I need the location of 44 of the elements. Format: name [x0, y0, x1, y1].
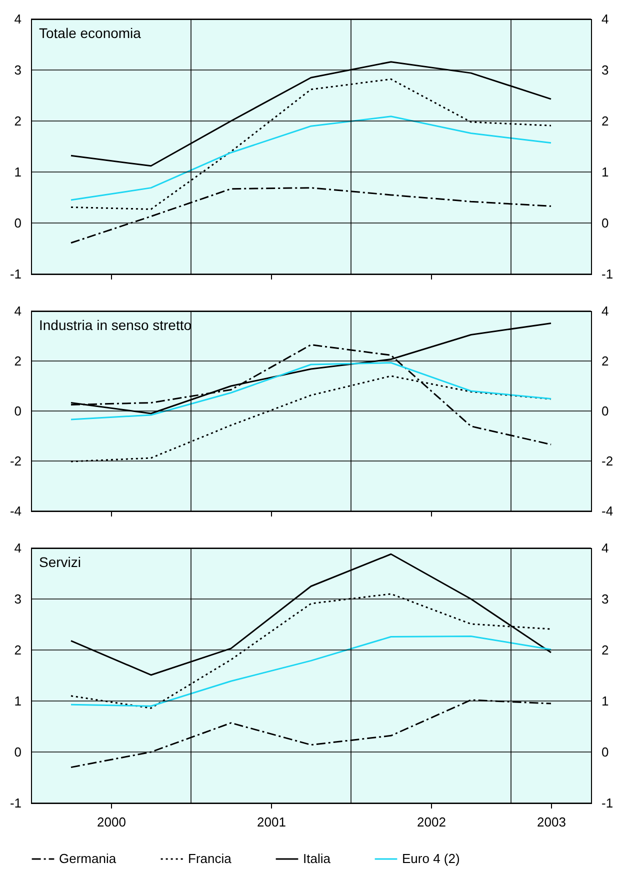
y2-tick-label: 4 — [602, 304, 609, 318]
y-tick-label: -1 — [10, 266, 22, 282]
y-tick-label: 2 — [14, 354, 22, 368]
y-tick-label: 3 — [14, 62, 22, 78]
y-tick-label: 4 — [14, 540, 22, 556]
y2-tick-label: -2 — [602, 454, 614, 468]
chart-title: Servizi — [39, 554, 82, 570]
y2-tick-label: 2 — [602, 354, 609, 368]
y2-tick-label: 0 — [602, 744, 609, 760]
y2-tick-label: 2 — [602, 114, 609, 128]
y2-tick-label: 2 — [602, 642, 609, 658]
y2-tick-label: 1 — [602, 694, 609, 708]
legend-label: Germania — [59, 851, 117, 866]
y-tick-label: 1 — [14, 694, 22, 708]
y-tick-label: 0 — [14, 404, 22, 418]
x-tick-label: 2003 — [537, 814, 566, 830]
y-tick-label: 0 — [14, 744, 22, 760]
y2-tick-label: 0 — [602, 216, 609, 230]
y-tick-label: 2 — [14, 114, 22, 128]
y-tick-label: -1 — [10, 796, 22, 810]
y2-tick-label: 3 — [602, 592, 609, 606]
y-tick-label: 3 — [14, 592, 22, 606]
y2-tick-label: 3 — [602, 62, 609, 78]
chart-title: Totale economia — [39, 25, 142, 41]
x-tick-label: 2002 — [417, 814, 446, 830]
y-tick-label: -4 — [10, 504, 22, 518]
x-tick-label: 2000 — [97, 814, 126, 830]
y-tick-label: 1 — [14, 164, 22, 180]
legend-label: Francia — [188, 851, 232, 866]
y2-tick-label: -4 — [602, 504, 614, 518]
y2-tick-label: -1 — [602, 796, 614, 810]
y-tick-label: 4 — [14, 12, 22, 26]
y-tick-label: 2 — [14, 642, 22, 658]
y2-tick-label: 4 — [602, 12, 609, 26]
legend-label: Euro 4 (2) — [402, 851, 460, 866]
legend-label: Italia — [303, 851, 332, 866]
x-tick-label: 2001 — [257, 814, 286, 830]
y2-tick-label: 1 — [602, 164, 609, 180]
y2-tick-label: 0 — [602, 404, 609, 418]
y-tick-label: -2 — [10, 454, 22, 468]
y2-tick-label: 4 — [602, 540, 609, 556]
y2-tick-label: -1 — [602, 266, 614, 282]
y-tick-label: 0 — [14, 216, 22, 230]
y-tick-label: 4 — [14, 304, 22, 318]
